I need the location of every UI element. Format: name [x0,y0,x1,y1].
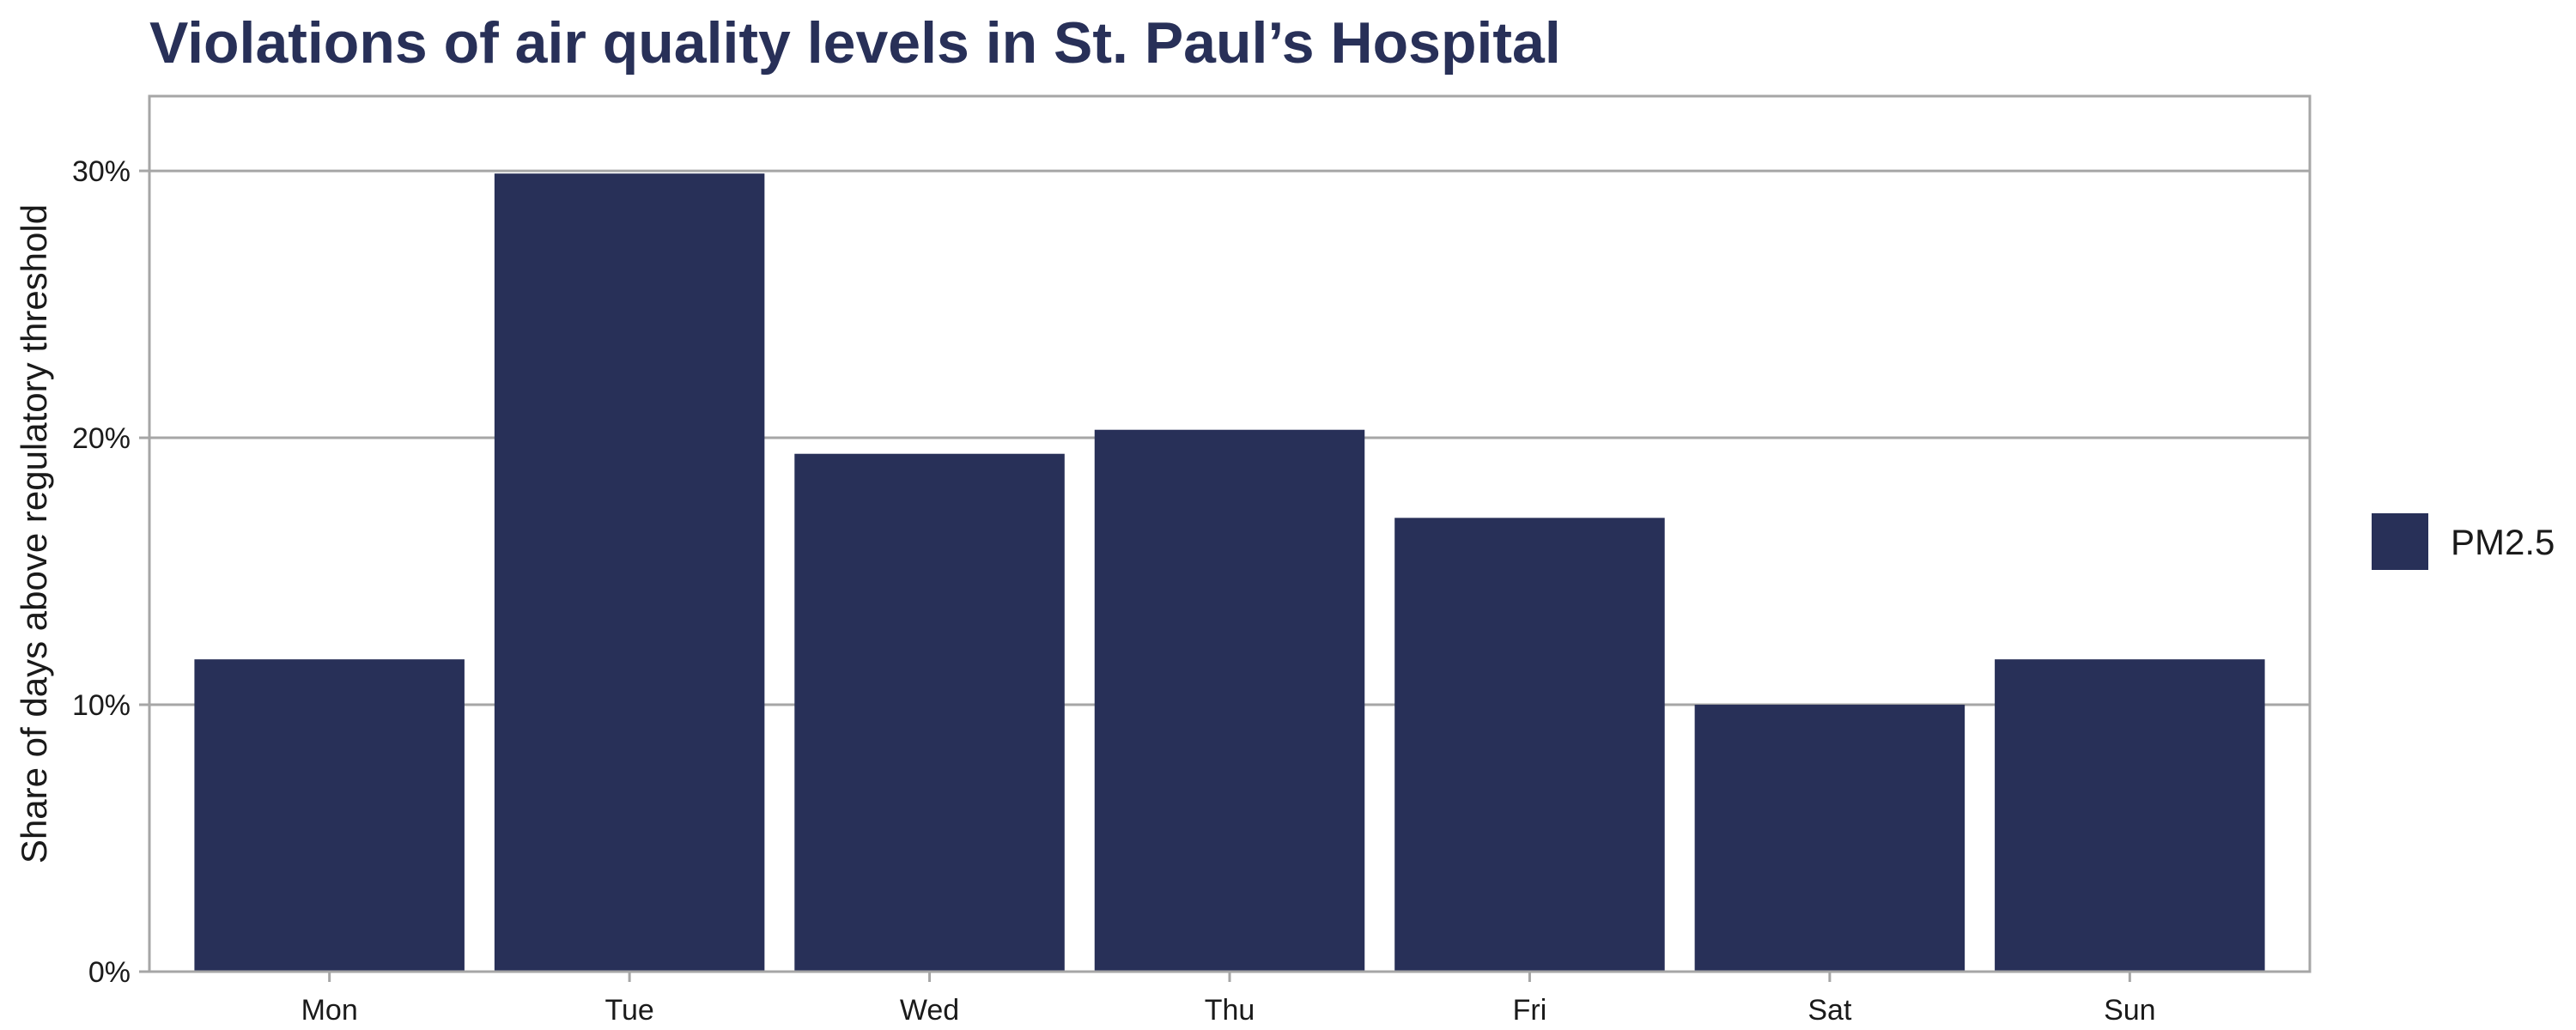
x-tick-label: Wed [900,994,959,1027]
bar-fri [1394,518,1665,972]
legend: PM2.5 [2372,513,2555,570]
bars [194,173,2265,972]
legend-label: PM2.5 [2451,522,2555,562]
y-tick-label: 30% [72,155,131,188]
x-tick-label: Fri [1513,994,1547,1027]
bar-sun [1995,659,2265,972]
y-tick-label: 0% [88,956,131,989]
bar-sat [1694,705,1965,972]
chart-title: Violations of air quality levels in St. … [149,10,1561,76]
x-tick-label: Thu [1205,994,1255,1027]
y-axis-title: Share of days above regulatory threshold [14,204,54,863]
y-tick-label: 20% [72,422,131,455]
bar-tue [494,173,765,972]
legend-key-swatch [2372,513,2428,570]
x-tick-label: Sun [2104,994,2156,1027]
bar-thu [1094,429,1365,972]
y-tick-label: 10% [72,689,131,722]
x-axis: Mon Tue Wed Thu Fri Sat Sun [301,972,2156,1027]
y-axis: 0% 10% 20% 30% [72,155,149,989]
bar-wed [794,453,1065,972]
x-tick-label: Mon [301,994,358,1027]
x-tick-label: Sat [1807,994,1852,1027]
x-tick-label: Tue [605,994,653,1027]
bar-mon [194,659,465,972]
